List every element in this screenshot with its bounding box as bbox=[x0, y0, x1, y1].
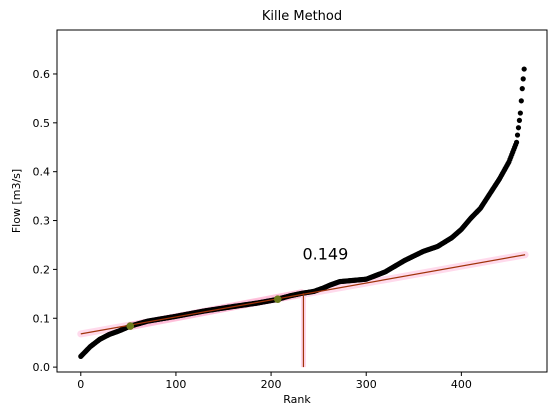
y-axis-ticks: 0.0 0.1 0.2 0.3 0.4 0.5 0.6 bbox=[33, 68, 57, 374]
y-tick-label: 0.0 bbox=[33, 361, 51, 374]
x-axis-ticks: 0 100 200 300 400 bbox=[77, 372, 472, 391]
y-tick-label: 0.6 bbox=[33, 68, 51, 81]
plot-area: 0.149 bbox=[77, 66, 529, 368]
plot-frame bbox=[56, 29, 548, 373]
x-tick-label: 100 bbox=[165, 378, 186, 391]
y-tick-label: 0.4 bbox=[33, 166, 51, 179]
flow-point bbox=[518, 98, 524, 104]
flow-point bbox=[514, 132, 521, 138]
x-tick-label: 300 bbox=[356, 378, 377, 391]
x-tick-label: 200 bbox=[261, 378, 282, 391]
y-axis-label: Flow [m3/s] bbox=[10, 169, 23, 233]
fit-anchor-point bbox=[126, 322, 135, 330]
flow-point bbox=[519, 86, 525, 92]
y-tick-label: 0.5 bbox=[33, 117, 51, 130]
y-tick-label: 0.2 bbox=[33, 263, 51, 276]
flow-point bbox=[521, 66, 527, 72]
x-tick-label: 0 bbox=[77, 378, 84, 391]
chart-title: Kille Method bbox=[262, 9, 342, 24]
flow-point bbox=[515, 125, 522, 131]
x-axis-label: Rank bbox=[283, 393, 311, 406]
y-tick-label: 0.1 bbox=[33, 312, 51, 325]
flow-point bbox=[516, 117, 523, 123]
threshold-annotation: 0.149 bbox=[302, 245, 348, 264]
y-tick-label: 0.3 bbox=[33, 215, 51, 228]
flow-point bbox=[520, 76, 526, 82]
flow-point bbox=[517, 110, 523, 116]
flow-point bbox=[513, 139, 520, 145]
x-tick-label: 400 bbox=[451, 378, 472, 391]
fit-anchor-point bbox=[273, 295, 282, 304]
